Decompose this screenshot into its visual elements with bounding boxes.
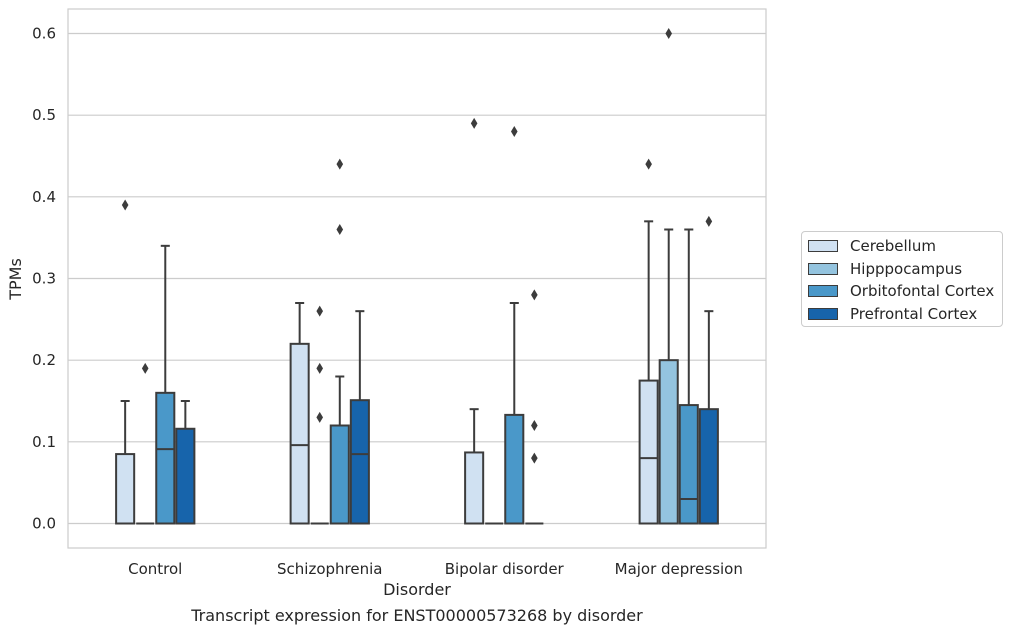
outlier-point	[336, 224, 344, 235]
legend-label: Cerebellum	[850, 237, 936, 256]
legend-item: Cerebellum	[808, 235, 1002, 258]
box-hipppocampus	[658, 28, 679, 525]
outlier-point	[316, 305, 324, 317]
outlier-point	[531, 420, 538, 431]
box	[638, 379, 659, 525]
legend-label: Prefrontal Cortex	[850, 304, 978, 323]
box	[115, 453, 136, 525]
outlier-point	[336, 158, 344, 170]
y-tick-label: 0.5	[32, 106, 56, 124]
legend-item: Prefrontal Cortex	[808, 303, 1002, 326]
legend-label: Hipppocampus	[850, 259, 963, 278]
box	[464, 451, 485, 525]
y-tick-label: 0.1	[32, 433, 56, 451]
box-hipppocampus	[136, 362, 155, 525]
y-tick-label: 0.3	[32, 270, 56, 288]
y-tick-label: 0.4	[32, 188, 56, 206]
figure-caption: Transcript expression for ENST0000057326…	[191, 606, 643, 625]
outlier-point	[645, 158, 652, 170]
legend-swatch	[808, 307, 838, 320]
box	[658, 359, 679, 525]
box	[678, 404, 699, 525]
y-axis-ticks: 0.0 0.1 0.2 0.3 0.4 0.5 0.6	[32, 25, 56, 533]
box-prefrontal-cortex	[175, 400, 196, 525]
outlier-point	[316, 362, 324, 374]
outlier-point	[470, 117, 478, 129]
legend: Cerebellum Hipppocampus Orbitofontal Corte…	[801, 231, 1003, 327]
box-cerebellum	[115, 199, 136, 525]
box-cerebellum	[638, 158, 659, 525]
y-tick-label: 0.6	[32, 25, 56, 43]
box-cerebellum	[464, 117, 485, 525]
box	[698, 408, 719, 525]
box	[349, 399, 370, 525]
outlier-point	[531, 289, 538, 301]
y-tick-label: 0.0	[32, 515, 56, 533]
outlier-point	[316, 411, 324, 423]
box-prefrontal-cortex	[525, 289, 544, 525]
box-prefrontal-cortex	[349, 310, 370, 525]
x-axis-ticks: Control Schizophrenia Bipolar disorder Majo…	[128, 560, 743, 578]
box	[329, 424, 350, 525]
box-orbitofontal-cortex	[329, 158, 350, 525]
outlier-point	[510, 126, 518, 137]
outlier-point	[121, 199, 129, 211]
box-hipppocampus	[310, 305, 329, 525]
box	[289, 342, 310, 525]
y-axis-label: TPMs	[6, 258, 25, 301]
legend-swatch	[808, 240, 838, 253]
box-prefrontal-cortex	[698, 215, 719, 525]
legend-item: Hipppocampus	[808, 258, 1002, 281]
x-tick-label: Bipolar disorder	[445, 560, 565, 578]
legend-label: Orbitofontal Cortex	[850, 282, 995, 301]
box-orbitofontal-cortex	[678, 228, 699, 525]
x-axis-label: Disorder	[383, 580, 451, 599]
box	[504, 413, 525, 525]
legend-swatch	[808, 262, 838, 275]
x-tick-label: Control	[128, 560, 182, 578]
x-tick-label: Major depression	[615, 560, 743, 578]
outlier-point	[141, 362, 149, 374]
outlier-point	[665, 28, 673, 39]
outlier-point	[531, 452, 538, 464]
x-tick-label: Schizophrenia	[277, 560, 382, 578]
boxes	[115, 28, 719, 525]
box	[175, 427, 196, 525]
box-orbitofontal-cortex	[155, 244, 176, 525]
plot-area-frame	[67, 8, 767, 549]
legend-swatch	[808, 285, 838, 298]
y-tick-label: 0.2	[32, 351, 56, 369]
legend-item: Orbitofontal Cortex	[808, 280, 1002, 303]
box	[155, 391, 176, 525]
outlier-point	[705, 215, 713, 227]
box-cerebellum	[289, 302, 310, 525]
box-orbitofontal-cortex	[504, 126, 525, 525]
